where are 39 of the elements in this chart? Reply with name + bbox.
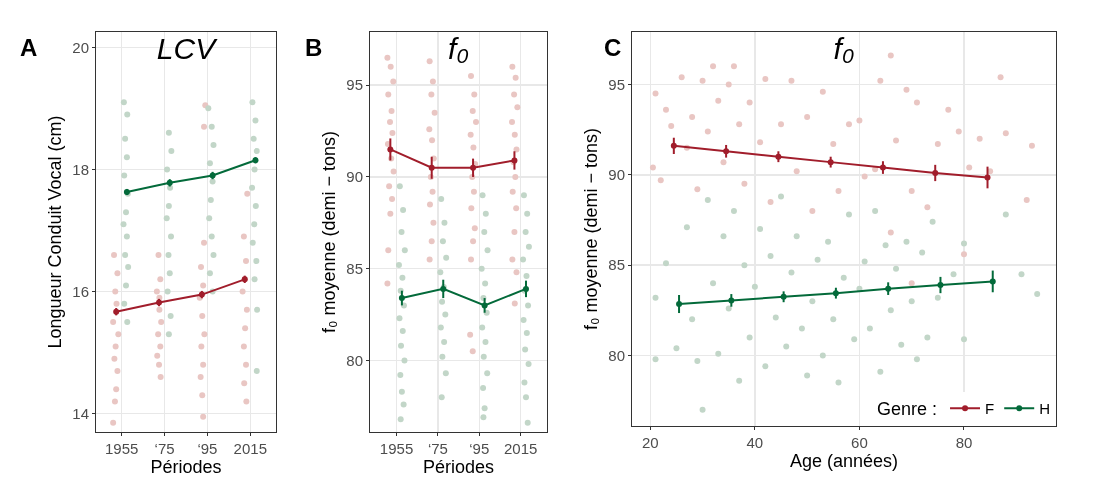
chart-title: f₀ [448,32,469,65]
x-tick-label: 1955 [105,440,139,457]
x-tick-label: ‘75 [427,440,448,457]
x-axis-title: Age (années) [789,451,899,472]
y-tick-label: 90 [608,166,625,184]
x-tick-label: ‘75 [154,440,175,457]
y-tick-label: 95 [346,76,363,94]
y-axis-title: f₀ moyenne (demi − tons) [580,127,601,331]
x-axis-title: Périodes [150,457,222,478]
legend-label: H [1039,400,1051,418]
legend-title: Genre : [877,399,938,420]
y-tick-label: 80 [608,346,625,364]
y-tick-label: 85 [608,256,625,274]
y-tick-label: 14 [72,404,89,422]
y-tick-label: 90 [346,168,363,186]
y-axis-title: f₀ moyenne (demi − tons) [318,130,339,334]
y-tick-label: 18 [72,160,89,178]
y-tick-label: 85 [346,259,363,277]
x-tick-label: 2015 [503,440,538,457]
x-tick-label: 1955 [379,440,414,457]
x-tick-label: 60 [851,434,868,451]
chart-title: LCV [156,32,219,65]
y-tick-label: 80 [346,351,363,369]
x-tick-label: 20 [641,434,659,451]
x-tick-label: ‘95 [197,440,218,457]
y-tick-label: 20 [72,38,89,56]
x-tick-label: 2015 [233,440,267,457]
x-axis-title: Périodes [422,457,495,478]
x-tick-label: 40 [746,434,764,451]
y-axis-title: Longueur Conduit Vocal (cm) [44,115,65,349]
chart-title: f₀ [833,31,855,65]
x-tick-label: 80 [955,434,973,451]
x-tick-label: ‘95 [469,440,490,457]
legend-label: F [985,400,995,418]
text: C [604,34,622,61]
y-tick-label: 95 [608,75,625,93]
text: B [305,34,323,61]
text: A [20,34,38,61]
y-tick-label: 16 [72,282,89,300]
